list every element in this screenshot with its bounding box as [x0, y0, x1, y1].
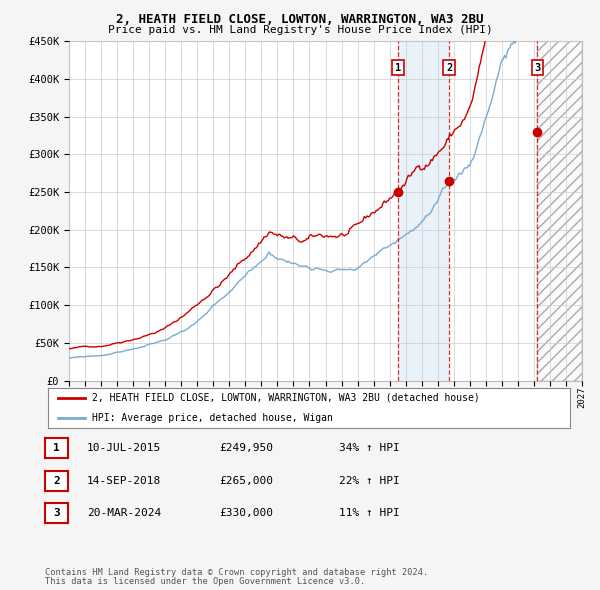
- Text: 34% ↑ HPI: 34% ↑ HPI: [339, 444, 400, 453]
- Bar: [398, 41, 449, 381]
- Text: 1: 1: [395, 63, 401, 73]
- Text: Contains HM Land Registry data © Crown copyright and database right 2024.: Contains HM Land Registry data © Crown c…: [45, 568, 428, 577]
- Text: 1: 1: [53, 444, 60, 453]
- Text: 11% ↑ HPI: 11% ↑ HPI: [339, 509, 400, 518]
- Text: 3: 3: [535, 63, 541, 73]
- Text: 14-SEP-2018: 14-SEP-2018: [87, 476, 161, 486]
- Text: 10-JUL-2015: 10-JUL-2015: [87, 444, 161, 453]
- Text: 2, HEATH FIELD CLOSE, LOWTON, WARRINGTON, WA3 2BU: 2, HEATH FIELD CLOSE, LOWTON, WARRINGTON…: [116, 13, 484, 26]
- Text: 2: 2: [446, 63, 452, 73]
- Text: £265,000: £265,000: [219, 476, 273, 486]
- Text: 20-MAR-2024: 20-MAR-2024: [87, 509, 161, 518]
- Text: 2: 2: [53, 476, 60, 486]
- Bar: [538, 41, 582, 381]
- Text: 22% ↑ HPI: 22% ↑ HPI: [339, 476, 400, 486]
- Text: £330,000: £330,000: [219, 509, 273, 518]
- Bar: [538, 41, 582, 381]
- Text: £249,950: £249,950: [219, 444, 273, 453]
- Text: HPI: Average price, detached house, Wigan: HPI: Average price, detached house, Wiga…: [92, 413, 333, 422]
- Text: This data is licensed under the Open Government Licence v3.0.: This data is licensed under the Open Gov…: [45, 578, 365, 586]
- Text: Price paid vs. HM Land Registry's House Price Index (HPI): Price paid vs. HM Land Registry's House …: [107, 25, 493, 35]
- Text: 2, HEATH FIELD CLOSE, LOWTON, WARRINGTON, WA3 2BU (detached house): 2, HEATH FIELD CLOSE, LOWTON, WARRINGTON…: [92, 393, 480, 402]
- Text: 3: 3: [53, 509, 60, 518]
